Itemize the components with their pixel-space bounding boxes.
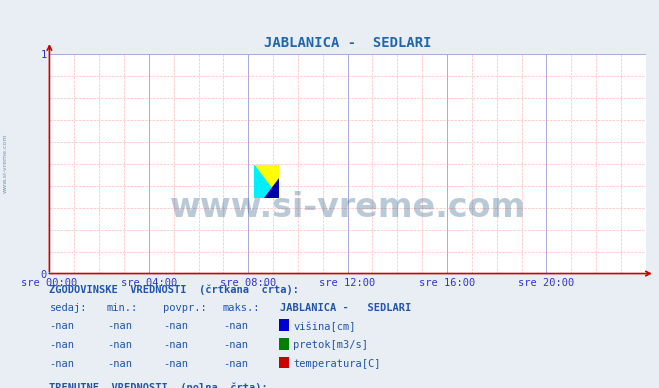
Text: -nan: -nan: [223, 359, 248, 369]
Polygon shape: [254, 165, 279, 198]
Text: -nan: -nan: [107, 359, 132, 369]
Text: temperatura[C]: temperatura[C]: [293, 359, 381, 369]
Text: -nan: -nan: [107, 321, 132, 331]
Polygon shape: [264, 178, 279, 198]
Text: -nan: -nan: [163, 359, 188, 369]
Text: -nan: -nan: [49, 340, 74, 350]
Text: -nan: -nan: [223, 321, 248, 331]
Text: www.si-vreme.com: www.si-vreme.com: [169, 191, 526, 224]
Text: JABLANICA -   SEDLARI: JABLANICA - SEDLARI: [280, 303, 411, 313]
Text: ZGODOVINSKE  VREDNOSTI  (črtkana  črta):: ZGODOVINSKE VREDNOSTI (črtkana črta):: [49, 284, 299, 294]
Text: -nan: -nan: [163, 340, 188, 350]
Text: povpr.:: povpr.:: [163, 303, 206, 313]
Text: -nan: -nan: [223, 340, 248, 350]
Text: www.si-vreme.com: www.si-vreme.com: [3, 133, 8, 193]
Text: TRENUTNE  VREDNOSTI  (polna  črta):: TRENUTNE VREDNOSTI (polna črta):: [49, 383, 268, 388]
Text: sedaj:: sedaj:: [49, 303, 87, 313]
Text: višina[cm]: višina[cm]: [293, 321, 356, 332]
Text: -nan: -nan: [163, 321, 188, 331]
Title: JABLANICA -  SEDLARI: JABLANICA - SEDLARI: [264, 36, 432, 50]
Text: -nan: -nan: [107, 340, 132, 350]
Text: -nan: -nan: [49, 321, 74, 331]
Text: maks.:: maks.:: [223, 303, 260, 313]
Text: pretok[m3/s]: pretok[m3/s]: [293, 340, 368, 350]
Text: min.:: min.:: [107, 303, 138, 313]
Text: -nan: -nan: [49, 359, 74, 369]
